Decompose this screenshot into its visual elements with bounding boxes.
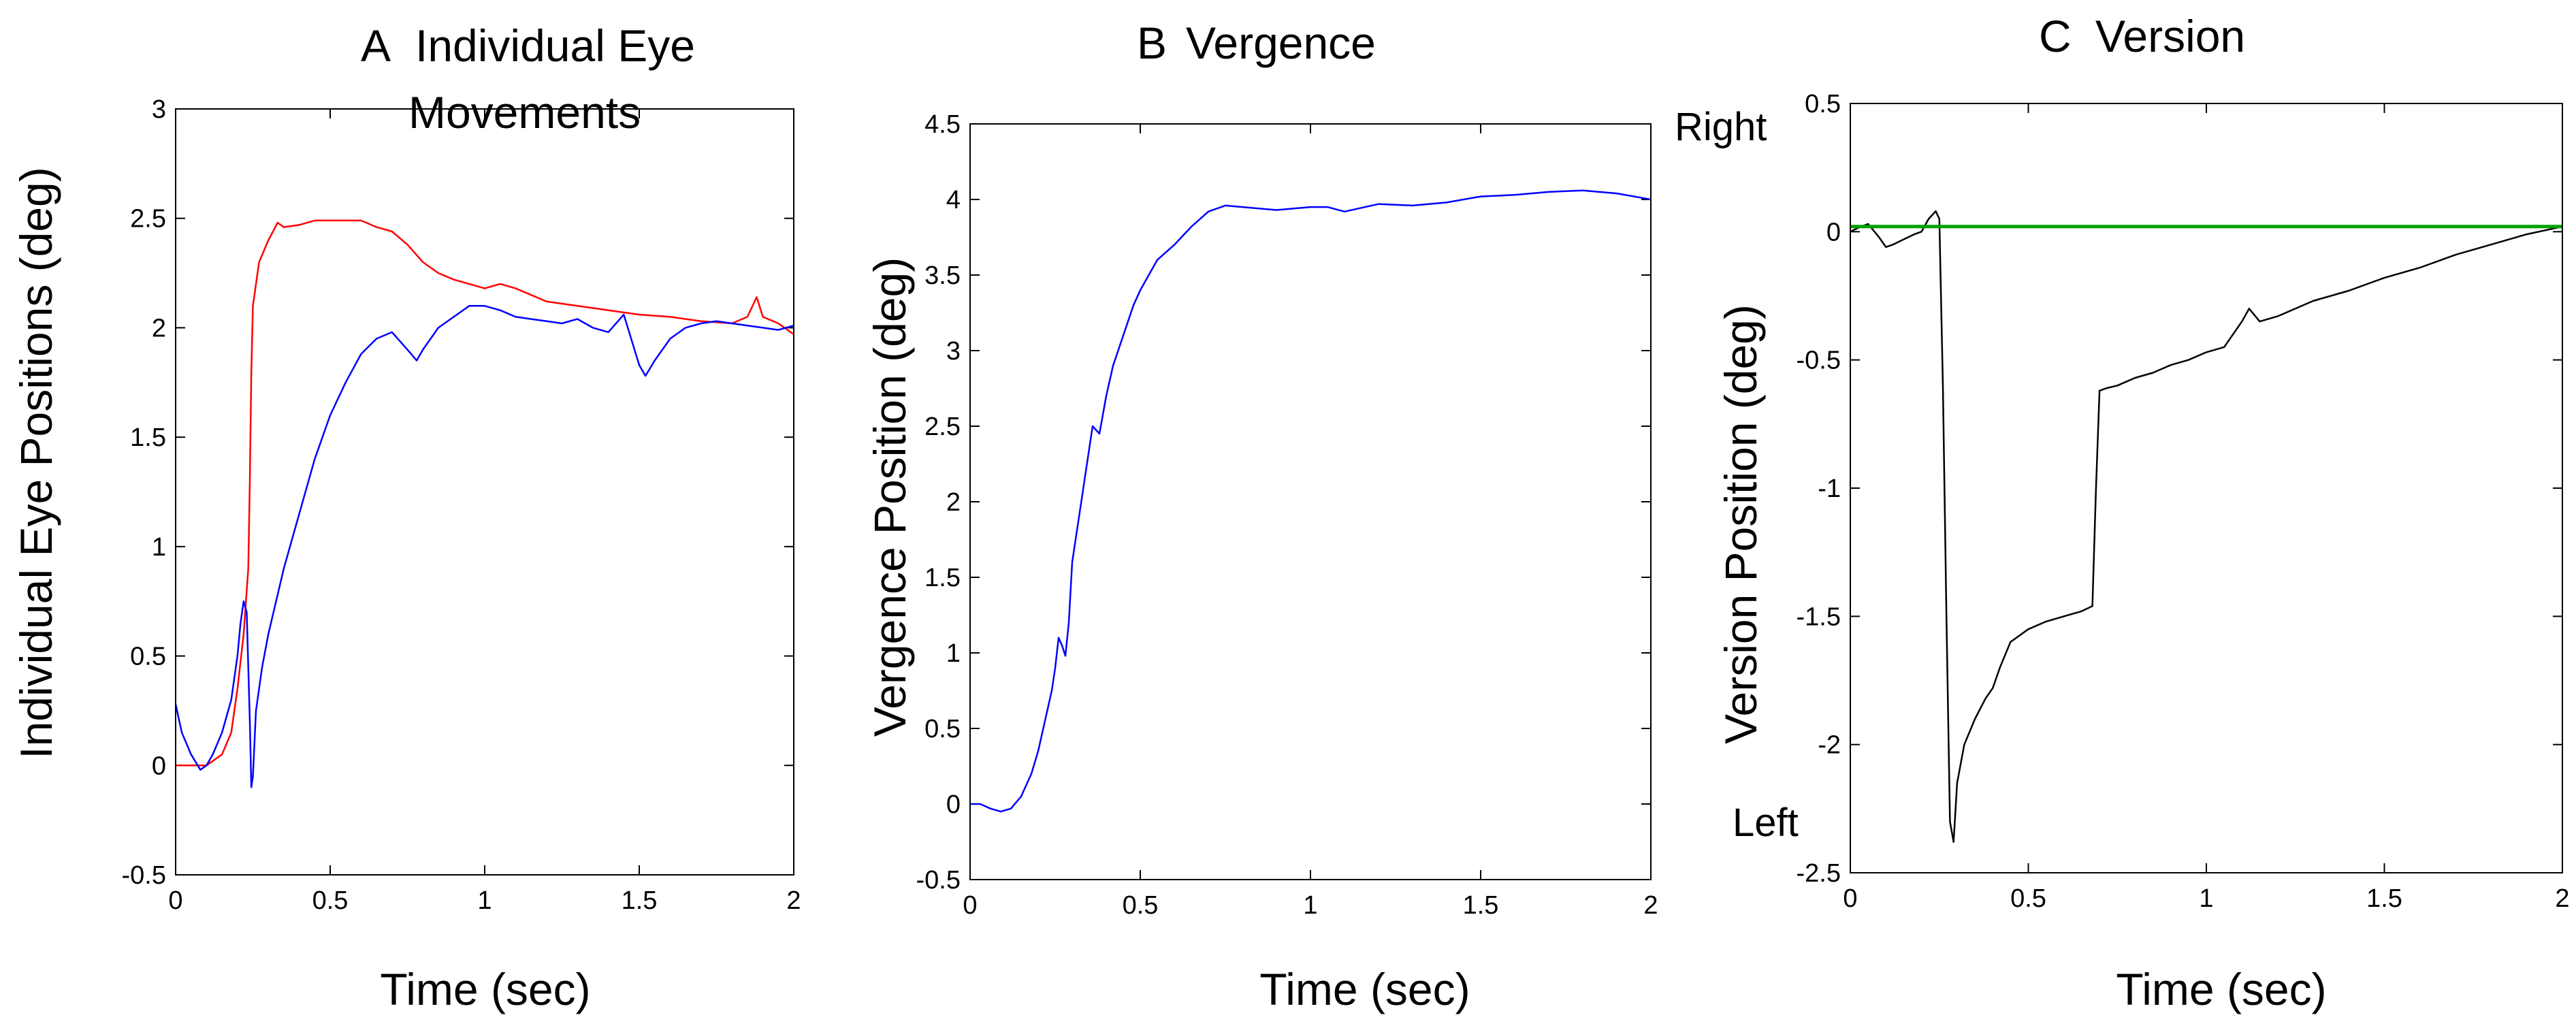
panel-c-xlabel: Time (sec) <box>2116 964 2326 1014</box>
panel-c-axes-box <box>1850 103 2563 873</box>
panel-b-xtick-label: 2 <box>1643 891 1658 920</box>
panel-b-ytick-label: 2.5 <box>924 413 961 441</box>
panel-b-xtick-label: 0.5 <box>1123 891 1159 920</box>
panel-b-axes-box <box>969 123 1652 880</box>
panel-a-title-line2: Movements <box>408 87 641 138</box>
panel-a-series-line-2 <box>174 305 794 788</box>
panel-c-ytick-label: -1 <box>1818 475 1841 503</box>
panel-b-ytick-label: 2 <box>946 488 961 517</box>
panel-b-xtick-label: 1 <box>1303 891 1317 920</box>
panel-a-yticks: -0.5 0 0.5 1 1.5 2 2.5 3 <box>122 95 794 890</box>
panel-c-ylabel: Version Position (deg) <box>1716 304 1766 744</box>
panel-b-ytick-label: 1 <box>946 639 961 668</box>
panel-a-ytick-label: 3 <box>152 95 166 124</box>
panel-b-ylabel: Vergence Position (deg) <box>865 257 915 737</box>
panel-b-ytick-label: 3.5 <box>924 261 961 290</box>
panel-c-ytick-label: 0.5 <box>1805 90 1841 118</box>
panel-b-series <box>970 189 1652 813</box>
panel-c-ytick-label: -1.5 <box>1797 603 1841 631</box>
panel-a-xtick-label: 1 <box>477 886 492 915</box>
panel-b: B Vergence Vergence Position (deg) Time … <box>865 18 1658 1014</box>
panel-b-ytick-label: 1.5 <box>924 564 961 592</box>
panel-a-ytick-label: 1 <box>152 533 166 562</box>
panel-c-title-line1: Version <box>2095 11 2245 61</box>
panel-a-ytick-label: 1.5 <box>130 423 166 452</box>
panel-c-letter: C <box>2039 11 2072 61</box>
panel-a-ytick-label: 2 <box>152 314 166 342</box>
panel-b-xtick-label: 1.5 <box>1463 891 1499 920</box>
panel-b-ytick-label: 4 <box>946 186 961 214</box>
panel-a-letter: A <box>361 20 391 71</box>
panel-b-ytick-label: -0.5 <box>916 866 961 895</box>
panel-a-xlabel: Time (sec) <box>380 964 590 1014</box>
panel-a-series-line-1 <box>176 219 794 767</box>
panel-b-series-line-1 <box>970 189 1652 813</box>
panel-a-xtick-label: 0 <box>168 886 182 915</box>
panel-a-xtick-label: 1.5 <box>622 886 658 915</box>
panel-b-ytick-label: 3 <box>946 337 961 366</box>
panel-c-ytick-label: -0.5 <box>1797 347 1841 375</box>
panel-a-ytick-label: 0 <box>152 752 166 780</box>
panel-b-yticks: -0.5 0 0.5 1 1.5 2 2.5 3 3.5 4 4.5 <box>916 110 1651 895</box>
panel-b-letter: B <box>1137 18 1167 68</box>
panel-c-yticks: -2.5 -2 -1.5 -1 -0.5 0 0.5 <box>1797 90 2562 888</box>
panel-a: A Individual Eye Movements Individual Ey… <box>11 20 801 1014</box>
panel-b-title-line1: Vergence <box>1186 18 1376 68</box>
panel-c-xtick-label: 0 <box>1843 884 1857 913</box>
panel-c: C Version Right Left Version Position (d… <box>1675 11 2570 1014</box>
panel-b-ytick-label: 4.5 <box>924 110 961 139</box>
panel-a-ytick-label: 2.5 <box>130 205 166 234</box>
panel-b-ytick-label: 0 <box>946 790 961 819</box>
panel-a-xtick-label: 2 <box>786 886 801 915</box>
panel-a-ytick-label: 0.5 <box>130 643 166 671</box>
panel-c-series-line-1 <box>1850 210 2563 844</box>
panel-a-axes-box <box>175 108 794 876</box>
panel-c-xtick-label: 1.5 <box>2366 884 2402 913</box>
panel-c-series <box>1850 210 2563 844</box>
panel-c-right-label: Right <box>1675 105 1767 149</box>
panel-c-xtick-label: 2 <box>2555 884 2569 913</box>
panel-b-xlabel: Time (sec) <box>1259 964 1470 1014</box>
panel-b-xticks: 0 0.5 1 1.5 2 <box>963 124 1658 920</box>
panel-a-xticks: 0 0.5 1 1.5 2 <box>168 109 801 915</box>
panel-a-xtick-label: 0.5 <box>312 886 349 915</box>
panel-c-ytick-label: 0 <box>1826 218 1841 246</box>
panel-c-xtick-label: 0.5 <box>2010 884 2046 913</box>
panel-a-title-line1: Individual Eye <box>415 20 695 71</box>
panel-c-xtick-label: 1 <box>2199 884 2213 913</box>
panel-c-ytick-label: -2 <box>1818 731 1841 760</box>
panel-a-ylabel: Individual Eye Positions (deg) <box>11 167 61 758</box>
panel-c-ytick-label: -2.5 <box>1797 859 1841 888</box>
panel-b-ytick-label: 0.5 <box>924 715 961 743</box>
panel-b-xtick-label: 0 <box>963 891 977 920</box>
panel-a-ytick-label: -0.5 <box>122 861 166 890</box>
panel-c-xticks: 0 0.5 1 1.5 2 <box>1843 103 2570 913</box>
panel-c-left-label: Left <box>1733 801 1799 845</box>
panel-a-series <box>174 219 794 788</box>
